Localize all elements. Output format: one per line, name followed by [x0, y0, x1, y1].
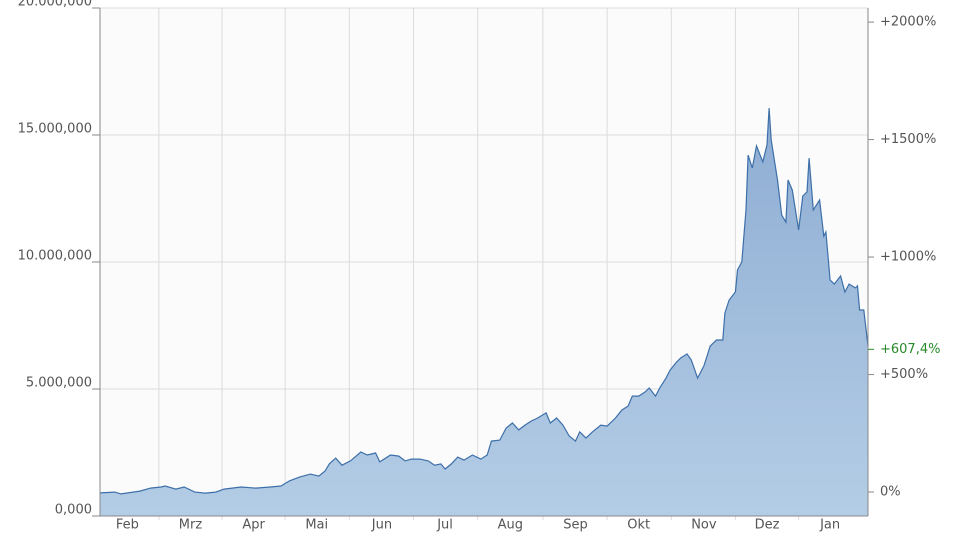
x-tick-label: Apr: [242, 518, 265, 533]
y-tick-label: 0,000: [55, 503, 92, 518]
y-tick-label: 15.000,000: [18, 122, 92, 137]
x-tick-label: Jun: [371, 518, 392, 533]
x-tick-label: Mai: [305, 518, 328, 533]
y2-tick-label: +1000%: [880, 250, 936, 265]
x-tick-label: Jan: [819, 518, 840, 533]
x-tick-label: Sep: [563, 518, 588, 533]
y-tick-label: 5.000,000: [26, 376, 92, 391]
line: [99, 108, 869, 495]
x-tick-label: Feb: [116, 518, 139, 533]
y2-tick-label: 0%: [880, 485, 901, 500]
x-tick-label: Mrz: [179, 518, 203, 533]
area: [100, 108, 868, 516]
x-tick-label: Nov: [691, 518, 717, 533]
y2-tick-label: +500%: [880, 367, 928, 382]
y2-tick-label: +2000%: [880, 15, 936, 30]
x-tick-label: Jul: [436, 518, 453, 533]
x-tick-label: Aug: [498, 518, 523, 533]
x-tick-label: Dez: [755, 518, 780, 533]
y-tick-label: 10.000,000: [18, 249, 92, 264]
x-tick-label: Okt: [627, 518, 650, 533]
annotation-label: +607,4%: [880, 342, 940, 357]
y-tick-label: 20.000,000: [18, 0, 92, 10]
y2-tick-label: +1500%: [880, 132, 936, 147]
